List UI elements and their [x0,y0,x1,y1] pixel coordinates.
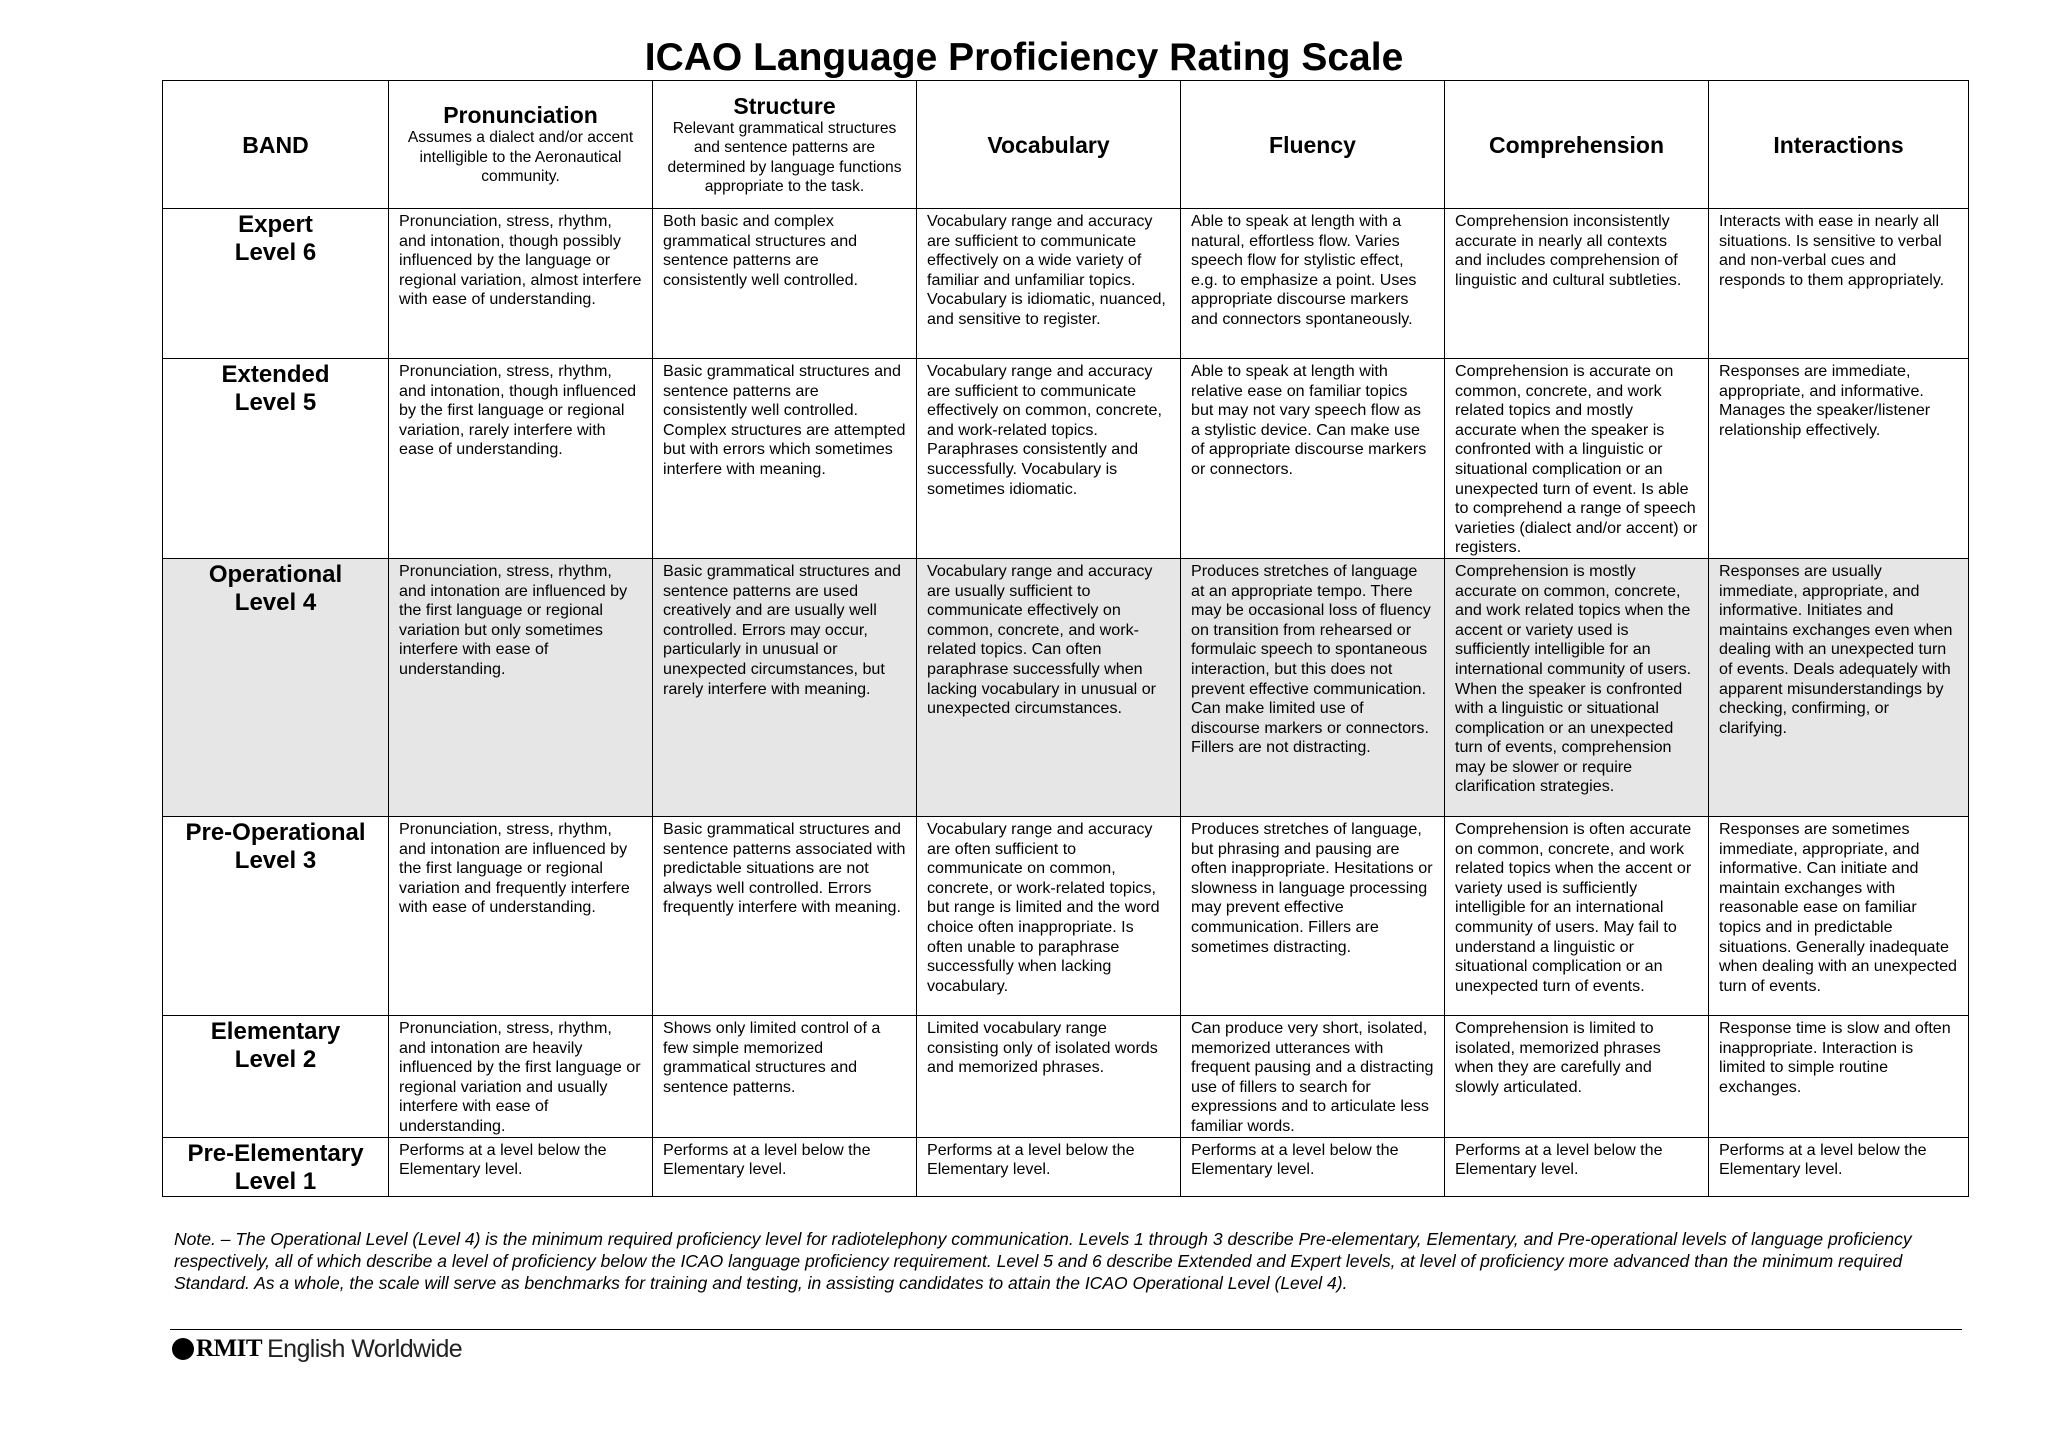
header-fluency: Fluency [1180,80,1445,209]
header-interactions: Interactions [1708,80,1969,209]
vocabulary-cell: Limited vocabulary range consisting only… [916,1014,1181,1138]
table-row: Expert Level 6 Pronunciation, stress, rh… [162,208,1969,359]
pronunciation-cell: Pronunciation, stress, rhythm, and inton… [388,208,653,359]
footnote: Note. – The Operational Level (Level 4) … [174,1229,1912,1293]
rmit-logo: RMIT English Worldwide [172,1332,463,1366]
band-name: Elementary [210,1017,341,1045]
pronunciation-cell: Pronunciation, stress, rhythm, and inton… [388,358,653,559]
structure-cell: Both basic and complex grammatical struc… [652,208,917,359]
band-cell: Extended Level 5 [162,358,389,559]
vocabulary-cell: Performs at a level below the Elementary… [916,1136,1181,1197]
header-comprehension: Comprehension [1444,80,1709,209]
fluency-cell: Able to speak at length with relative ea… [1180,358,1445,559]
interactions-cell: Response time is slow and often inapprop… [1708,1014,1969,1138]
structure-cell: Basic grammatical structures and sentenc… [652,557,917,817]
footer-divider [170,1329,1962,1330]
table-row: Pre-Operational Level 3 Pronunciation, s… [162,815,1969,1016]
comprehension-cell: Comprehension inconsistently accurate in… [1444,208,1709,359]
band-cell: Operational Level 4 [162,557,389,817]
pronunciation-cell: Performs at a level below the Elementary… [388,1136,653,1197]
band-level: Level 1 [234,1167,317,1195]
table-row: Elementary Level 2 Pronunciation, stress… [162,1014,1969,1138]
interactions-cell: Interacts with ease in nearly all situat… [1708,208,1969,359]
fluency-cell: Able to speak at length with a natural, … [1180,208,1445,359]
structure-cell: Performs at a level below the Elementary… [652,1136,917,1197]
band-level: Level 2 [234,1045,317,1073]
header-structure: Structure Relevant grammatical structure… [652,80,917,209]
fluency-cell: Performs at a level below the Elementary… [1180,1136,1445,1197]
interactions-cell: Responses are sometimes immediate, appro… [1708,815,1969,1016]
pronunciation-cell: Pronunciation, stress, rhythm, and inton… [388,1014,653,1138]
band-cell: Pre-Operational Level 3 [162,815,389,1016]
vocabulary-cell: Vocabulary range and accuracy are usuall… [916,557,1181,817]
rating-scale-table: BAND Pronunciation Assumes a dialect and… [162,80,1969,1197]
vocabulary-cell: Vocabulary range and accuracy are often … [916,815,1181,1016]
logo-brand: RMIT [196,1335,263,1362]
fluency-cell: Produces stretches of language, but phra… [1180,815,1445,1016]
structure-cell: Basic grammatical structures and sentenc… [652,358,917,559]
comprehension-cell: Comprehension is often accurate on commo… [1444,815,1709,1016]
header-row: BAND Pronunciation Assumes a dialect and… [162,80,1969,209]
header-pronunciation: Pronunciation Assumes a dialect and/or a… [388,80,653,209]
band-level: Level 5 [234,389,317,416]
band-name: Operational [208,560,343,588]
comprehension-cell: Comprehension is limited to isolated, me… [1444,1014,1709,1138]
vocabulary-cell: Vocabulary range and accuracy are suffic… [916,358,1181,559]
band-cell: Pre-Elementary Level 1 [162,1136,389,1197]
band-cell: Elementary Level 2 [162,1014,389,1138]
fluency-cell: Can produce very short, isolated, memori… [1180,1014,1445,1138]
band-level: Level 4 [234,588,317,616]
logo-subtitle: English Worldwide [267,1334,463,1363]
band-name: Pre-Elementary [187,1139,364,1167]
table-row: Extended Level 5 Pronunciation, stress, … [162,358,1969,559]
band-level: Level 3 [234,846,317,874]
band-level: Level 6 [234,239,317,266]
structure-cell: Basic grammatical structures and sentenc… [652,815,917,1016]
header-band: BAND [162,80,389,209]
interactions-cell: Responses are usually immediate, appropr… [1708,557,1969,817]
interactions-cell: Responses are immediate, appropriate, an… [1708,358,1969,559]
band-name: Extended [221,361,330,388]
rmit-mark-icon [172,1338,194,1360]
interactions-cell: Performs at a level below the Elementary… [1708,1136,1969,1197]
pronunciation-cell: Pronunciation, stress, rhythm, and inton… [388,815,653,1016]
band-cell: Expert Level 6 [162,208,389,359]
vocabulary-cell: Vocabulary range and accuracy are suffic… [916,208,1181,359]
comprehension-cell: Comprehension is accurate on common, con… [1444,358,1709,559]
table-row: Operational Level 4 Pronunciation, stres… [162,557,1969,817]
comprehension-cell: Comprehension is mostly accurate on comm… [1444,557,1709,817]
comprehension-cell: Performs at a level below the Elementary… [1444,1136,1709,1197]
band-name: Expert [238,211,313,238]
page-title: ICAO Language Proficiency Rating Scale [644,36,1404,79]
table-row: Pre-Elementary Level 1 Performs at a lev… [162,1136,1969,1197]
header-vocabulary: Vocabulary [916,80,1181,209]
band-name: Pre-Operational [185,818,366,846]
fluency-cell: Produces stretches of language at an app… [1180,557,1445,817]
pronunciation-cell: Pronunciation, stress, rhythm, and inton… [388,557,653,817]
structure-cell: Shows only limited control of a few simp… [652,1014,917,1138]
